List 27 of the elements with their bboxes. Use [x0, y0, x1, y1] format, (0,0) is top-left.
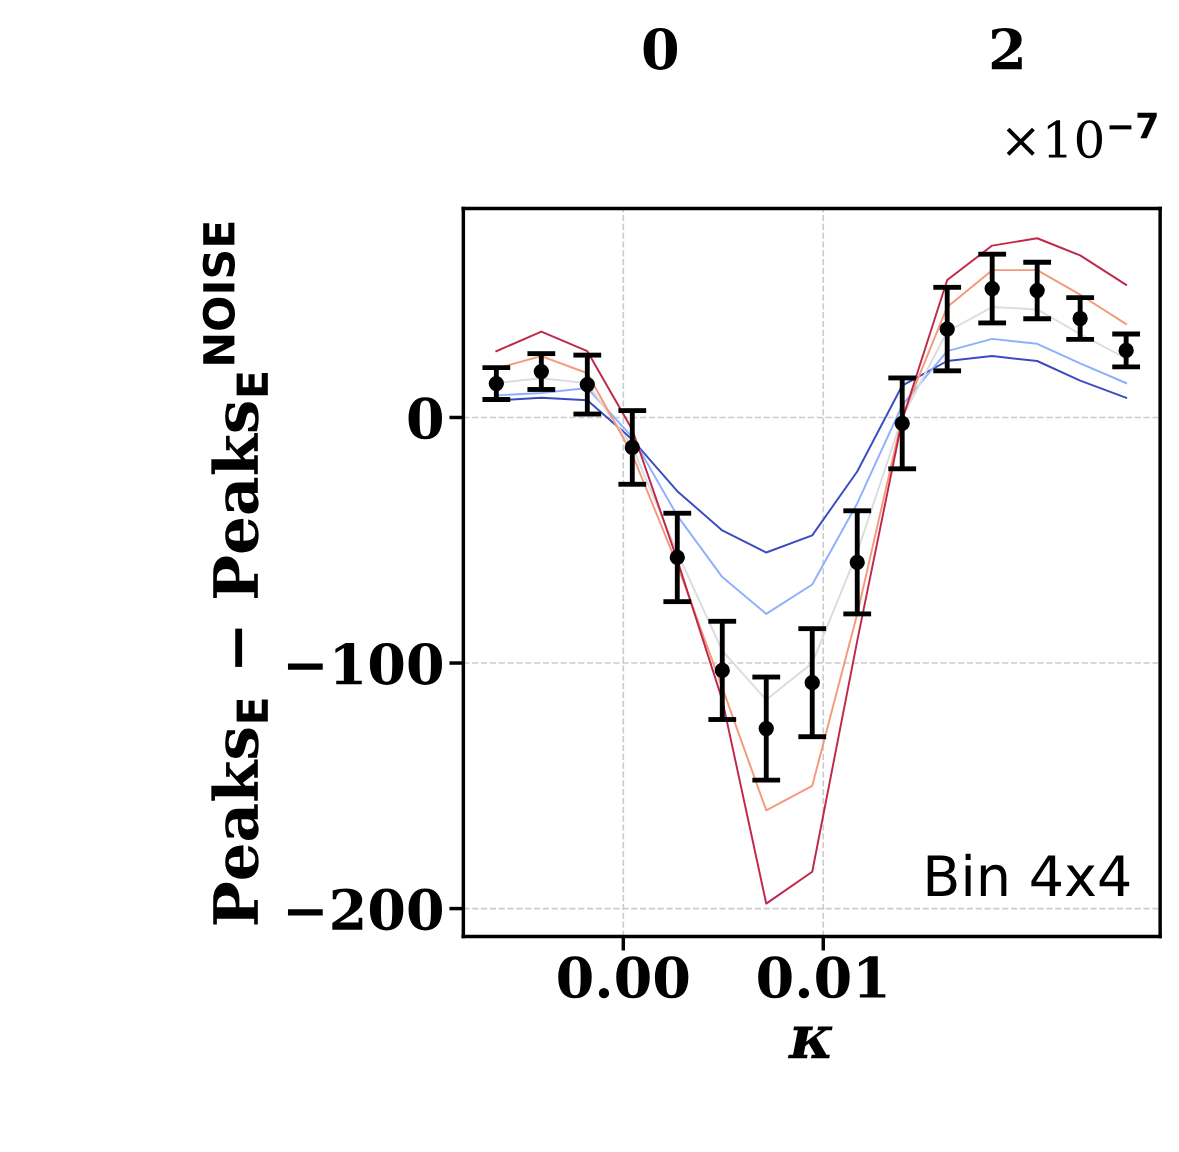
point — [939, 321, 955, 337]
point — [804, 675, 820, 691]
line-series — [495, 237, 1128, 905]
point — [1029, 282, 1045, 299]
point — [579, 376, 595, 393]
x-tick-label: 0.00 — [558, 956, 689, 999]
y-tick-label: −200 — [287, 888, 442, 931]
point — [758, 720, 774, 737]
text: ×10$^{−7}$ — [1006, 112, 1157, 159]
point — [669, 549, 685, 566]
point — [849, 554, 865, 570]
point — [488, 375, 504, 392]
point — [1072, 310, 1088, 327]
point — [1118, 342, 1134, 359]
y-axis-title: Peaks$_{E}$ − Peaks$_{E}$$^{NOISE}$ — [202, 222, 268, 925]
x-tick-label: 0.01 — [758, 956, 886, 999]
point — [533, 363, 549, 380]
point — [714, 662, 730, 679]
y-tick-label: 0 — [408, 397, 442, 440]
y-tick-label: −100 — [287, 642, 442, 685]
point — [624, 439, 640, 456]
point — [984, 280, 1000, 297]
point — [894, 415, 910, 432]
x2-tick-label: 2 — [991, 27, 1022, 70]
x-axis-title: κ — [787, 1026, 833, 1059]
annotation: Bin 4x4 — [927, 853, 1130, 896]
x2-tick-label: 0 — [643, 27, 678, 70]
